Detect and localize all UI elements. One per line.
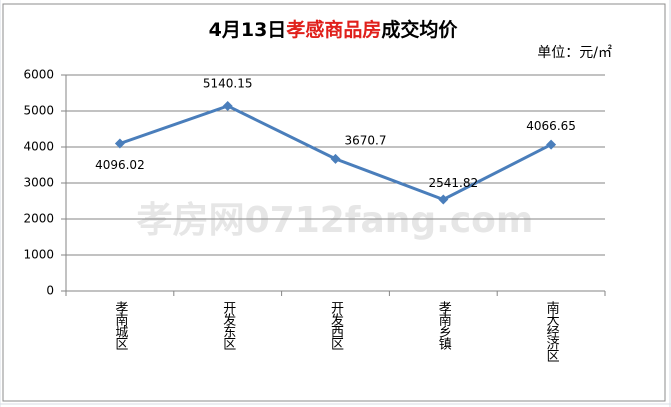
title-part: 成交均价 (381, 18, 458, 41)
y-tick-label: 2000 (23, 212, 54, 226)
title-part: 孝感商品房 (286, 18, 381, 41)
y-tick-label: 4000 (23, 140, 54, 154)
x-tick-label: 开发东区 (220, 301, 236, 350)
title-part: 4月13日 (209, 19, 287, 41)
y-tick-label: 1000 (23, 248, 54, 262)
data-label: 4066.65 (526, 119, 576, 133)
y-tick-label: 5000 (23, 104, 54, 118)
y-tick-label: 3000 (23, 176, 54, 190)
watermark: 孝房网0712fang.com (137, 200, 534, 241)
y-tick-label: 0 (46, 284, 54, 298)
unit-label: 单位：元/㎡ (537, 45, 612, 61)
point (546, 139, 557, 150)
x-tick-label: 孝南城区 (112, 301, 128, 350)
x-tick-label: 孝南乡镇 (436, 301, 452, 350)
x-tick-label: 开发西区 (328, 301, 344, 350)
data-label: 3670.7 (345, 133, 387, 147)
data-label: 2541.82 (428, 176, 478, 190)
x-tick-label: 南大经济区 (544, 300, 560, 362)
point (438, 194, 449, 205)
point (222, 100, 233, 111)
chart-frame (2, 3, 666, 402)
point (330, 153, 341, 164)
data-label: 4096.02 (95, 158, 145, 172)
chart-title: 4月13日孝感商品房成交均价 (209, 18, 459, 41)
y-tick-label: 6000 (23, 68, 54, 82)
data-label: 5140.15 (203, 76, 253, 90)
point (114, 138, 125, 149)
